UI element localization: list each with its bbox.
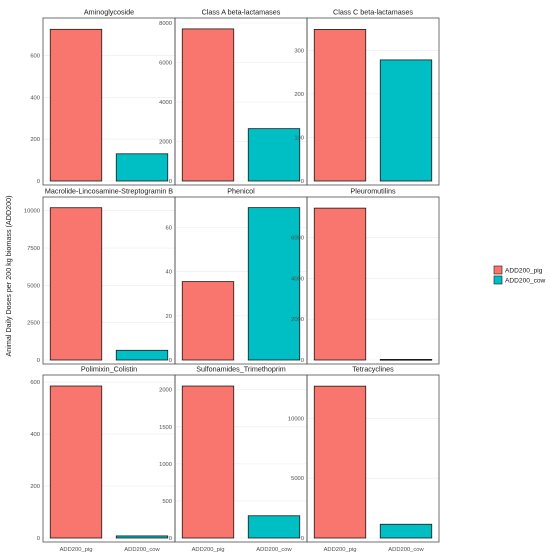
y-tick-label: 7500 — [27, 246, 40, 252]
y-tick-label: 100 — [294, 135, 304, 141]
facet-panel: Sulfonamides_Trimethoprim 0 500 1000 1500 200… — [159, 365, 308, 553]
y-tick-label: 1500 — [159, 425, 172, 431]
bar-ADD200_cow — [379, 59, 433, 182]
bar-ADD200_pig — [181, 281, 235, 361]
legend-key-ADD200_cow — [493, 275, 503, 285]
facet-title: Sulfonamides_Trimethoprim — [196, 365, 286, 374]
y-tick-label: 10000 — [288, 416, 304, 422]
y-tick-label: 20 — [166, 314, 172, 320]
x-tick-label: ADD200_pig — [192, 547, 225, 553]
y-tick-label: 4000 — [159, 100, 172, 106]
y-tick-label: 40 — [166, 270, 172, 276]
y-tick-label: 4000 — [291, 276, 304, 282]
bar-ADD200_cow — [247, 207, 301, 361]
y-axis-title: Animal Daily Doses per 200 kg biomass (A… — [4, 196, 13, 357]
panel-frame — [306, 374, 440, 543]
y-tick-label: 200 — [294, 92, 304, 98]
y-tick-label: 0 — [169, 358, 172, 364]
bar-ADD200_pig — [49, 207, 103, 361]
y-tick-label: 400 — [30, 95, 40, 101]
bar-ADD200_cow — [379, 523, 433, 539]
bar-ADD200_pig — [313, 29, 367, 182]
facet-panel: Class C beta-lactamases 0 100 200 300 — [294, 8, 440, 186]
facet-title: Pleuromutilins — [350, 187, 396, 196]
bar-ADD200_cow — [379, 358, 433, 361]
y-tick-label: 0 — [169, 179, 172, 185]
y-tick-label: 6000 — [291, 236, 304, 242]
y-tick-label: 500 — [162, 499, 172, 505]
facet-title: Aminoglycoside — [84, 8, 134, 17]
y-tick-label: 600 — [30, 380, 40, 386]
y-tick-label: 1000 — [159, 462, 172, 468]
y-tick-label: 400 — [30, 432, 40, 438]
x-tick-label: ADD200_pig — [60, 547, 93, 553]
bar-ADD200_cow — [247, 128, 301, 182]
facet-panel: Pleuromutilins 0 2000 4000 6000 — [291, 187, 440, 365]
bar-ADD200_cow — [247, 515, 301, 539]
bar-ADD200_pig — [49, 28, 103, 182]
panel-frame — [306, 17, 440, 186]
y-tick-label: 10000 — [24, 209, 40, 215]
bar-ADD200_cow — [115, 535, 169, 539]
y-tick-label: 0 — [37, 358, 40, 364]
legend: ADD200_pig ADD200_cow — [493, 265, 546, 285]
y-tick-label: 0 — [301, 179, 304, 185]
y-tick-label: 0 — [169, 536, 172, 542]
y-tick-label: 200 — [30, 137, 40, 143]
facet-panel: Phenicol 0 20 40 60 — [166, 187, 308, 365]
facet-title: Phenicol — [227, 187, 255, 196]
legend-label: ADD200_pig — [505, 267, 543, 274]
y-tick-label: 2000 — [159, 388, 172, 394]
x-tick-label: ADD200_cow — [256, 547, 292, 553]
facet-panel: Aminoglycoside 0 200 400 600 — [30, 8, 176, 186]
facet-title: Macrolide-Lincosamine-Streptogramin B — [45, 187, 173, 196]
y-tick-label: 5000 — [291, 476, 304, 482]
facet-title: Polimixin_Colistin — [81, 365, 137, 374]
panel-frame — [306, 196, 440, 365]
bar-ADD200_cow — [115, 153, 169, 182]
x-tick-label: ADD200_cow — [388, 547, 424, 553]
legend-label: ADD200_cow — [505, 277, 546, 284]
y-tick-label: 0 — [301, 536, 304, 542]
y-tick-label: 0 — [301, 358, 304, 364]
bar-ADD200_cow — [115, 349, 169, 361]
y-tick-label: 200 — [30, 484, 40, 490]
x-tick-label: ADD200_pig — [324, 547, 357, 553]
facet-title: Class A beta-lactamases — [202, 8, 281, 17]
y-tick-label: 0 — [37, 179, 40, 185]
legend-key-ADD200_pig — [493, 265, 503, 275]
y-tick-label: 0 — [37, 536, 40, 542]
bar-ADD200_pig — [181, 28, 235, 182]
facet-panel: Polimixin_Colistin 0 200 400 600 ADD200_pig AD… — [30, 365, 176, 553]
y-tick-label: 600 — [30, 53, 40, 59]
y-tick-label: 2500 — [27, 321, 40, 327]
bar-ADD200_pig — [313, 207, 367, 361]
y-tick-label: 300 — [294, 48, 304, 54]
y-tick-label: 2000 — [291, 317, 304, 323]
y-tick-label: 6000 — [159, 60, 172, 66]
y-tick-label: 2000 — [159, 139, 172, 145]
bar-ADD200_pig — [181, 385, 235, 539]
facet-panel: Tetracyclines 0 5000 10000 ADD200_pig ADD200_… — [288, 365, 440, 553]
facet-panel: Macrolide-Lincosamine-Streptogramin B 0 25… — [24, 187, 176, 365]
x-tick-label: ADD200_cow — [124, 547, 160, 553]
bar-ADD200_pig — [313, 385, 367, 539]
facet-title: Class C beta-lactamases — [333, 8, 413, 17]
facet-title: Tetracyclines — [352, 365, 394, 374]
y-tick-label: 5000 — [27, 283, 40, 289]
bar-ADD200_pig — [49, 385, 103, 539]
y-tick-label: 8000 — [159, 21, 172, 27]
y-tick-label: 60 — [166, 226, 172, 232]
